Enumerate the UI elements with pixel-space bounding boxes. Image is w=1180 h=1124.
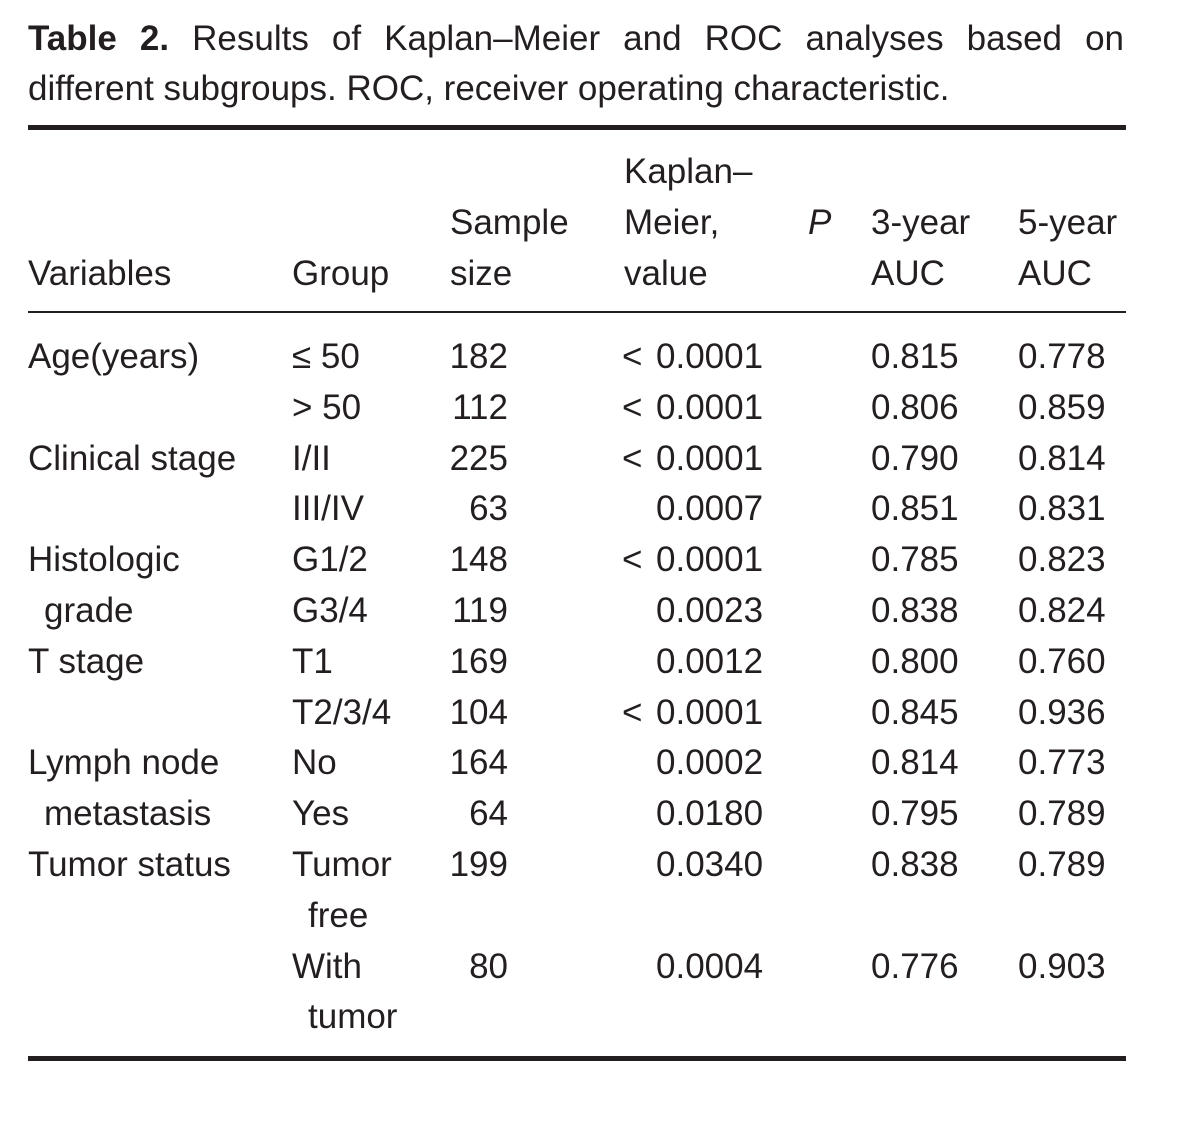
top-rule	[28, 125, 1126, 130]
auc5-cell: 0.824	[1018, 591, 1106, 630]
p-value-cell: 0.0007	[656, 489, 764, 529]
sample-size-cell: 104	[449, 692, 508, 732]
group-cell: With	[292, 946, 362, 986]
header-sample-line2: size	[450, 254, 513, 293]
less-than-sign: <	[622, 387, 643, 427]
auc3-cell: 0.845	[871, 692, 959, 732]
header-auc5-line2: AUC	[1018, 254, 1092, 293]
auc5-cell: 0.903	[1018, 946, 1106, 986]
header-auc3-line2: AUC	[871, 254, 945, 293]
auc5-cell: 0.789	[1018, 794, 1106, 834]
p-value-cell: 0.0340	[656, 845, 764, 884]
auc3-cell: 0.785	[871, 540, 959, 580]
auc3-cell: 0.815	[871, 337, 959, 376]
header-variables: Variables	[28, 254, 172, 293]
sample-size-cell: 64	[469, 794, 508, 834]
auc3-cell: 0.851	[871, 489, 959, 529]
sample-size-cell: 148	[449, 540, 508, 580]
less-than-sign: <	[622, 692, 643, 732]
auc5-cell: 0.831	[1018, 489, 1106, 529]
sample-size-cell: 63	[469, 489, 508, 529]
auc5-cell: 0.778	[1018, 337, 1106, 376]
p-value-cell: 0.0023	[656, 591, 764, 630]
bottom-rule	[28, 1056, 1126, 1061]
group-cell: tumor	[308, 997, 398, 1037]
auc5-cell: 0.859	[1018, 387, 1106, 427]
sample-size-cell: 80	[469, 946, 508, 986]
auc3-cell: 0.776	[871, 946, 959, 986]
auc5-cell: 0.823	[1018, 540, 1106, 580]
auc5-cell: 0.814	[1018, 438, 1106, 478]
group-cell: free	[308, 895, 369, 935]
group-cell: Tumor	[292, 845, 392, 884]
sample-size-cell: 164	[449, 743, 508, 783]
auc3-cell: 0.795	[871, 794, 959, 834]
table-caption: Table 2. Results of Kaplan–Meier and ROC…	[28, 14, 1124, 114]
auc3-cell: 0.790	[871, 438, 959, 478]
p-value-cell: 0.0180	[656, 794, 764, 834]
sample-size-cell: 182	[449, 337, 508, 376]
sample-size-cell: 119	[452, 591, 508, 630]
variable-cell: Lymph node	[28, 743, 220, 783]
variable-cell: grade	[44, 591, 134, 630]
group-cell: > 50	[292, 387, 362, 427]
group-cell: III/IV	[292, 489, 364, 529]
less-than-sign: <	[622, 540, 643, 580]
header-group: Group	[292, 254, 390, 293]
sample-size-cell: 199	[449, 845, 508, 884]
p-value-cell: 0.0004	[656, 946, 764, 986]
header-km-p: P	[808, 203, 832, 242]
group-cell: No	[292, 743, 337, 783]
sample-size-cell: 225	[449, 438, 508, 478]
group-cell: Yes	[292, 794, 350, 834]
p-value-cell: 0.0001	[656, 692, 764, 732]
group-cell: T2/3/4	[292, 692, 392, 732]
header-rule	[28, 311, 1126, 313]
p-value-cell: 0.0001	[656, 337, 764, 376]
group-cell: G1/2	[292, 540, 368, 580]
variable-cell: Tumor status	[28, 845, 231, 884]
variable-cell: metastasis	[44, 794, 212, 834]
auc3-cell: 0.814	[871, 743, 959, 783]
header-auc3-line1: 3-year	[871, 203, 971, 242]
auc5-cell: 0.936	[1018, 692, 1106, 732]
header-km-line3: value	[624, 254, 708, 293]
p-value-cell: 0.0002	[656, 743, 764, 783]
variable-cell: Clinical stage	[28, 438, 237, 478]
auc3-cell: 0.800	[871, 641, 959, 681]
group-cell: ≤ 50	[292, 337, 360, 376]
sample-size-cell: 169	[449, 641, 508, 681]
group-cell: G3/4	[292, 591, 368, 630]
p-value-cell: 0.0001	[656, 387, 764, 427]
group-cell: T1	[292, 641, 333, 681]
p-value-cell: 0.0001	[656, 438, 764, 478]
p-value-cell: 0.0012	[656, 641, 764, 681]
variable-cell: Age(years)	[28, 337, 200, 376]
caption-text: Results of Kaplan–Meier and ROC analyses…	[28, 19, 1124, 108]
table-label: Table 2.	[28, 19, 170, 58]
auc3-cell: 0.838	[871, 845, 959, 884]
header-km-line1: Kaplan–	[624, 152, 753, 191]
auc5-cell: 0.760	[1018, 641, 1106, 681]
auc5-cell: 0.789	[1018, 845, 1106, 884]
variable-cell: T stage	[28, 641, 145, 681]
auc5-cell: 0.773	[1018, 743, 1106, 783]
auc3-cell: 0.806	[871, 387, 959, 427]
p-value-cell: 0.0001	[656, 540, 764, 580]
variable-cell: Histologic	[28, 540, 180, 580]
header-auc5-line1: 5-year	[1018, 203, 1118, 242]
less-than-sign: <	[622, 438, 643, 478]
sample-size-cell: 112	[452, 387, 508, 427]
auc3-cell: 0.838	[871, 591, 959, 630]
header-sample-line1: Sample	[450, 203, 569, 242]
group-cell: I/II	[292, 438, 331, 478]
less-than-sign: <	[622, 337, 643, 376]
header-km-line2: Meier,	[624, 203, 720, 242]
